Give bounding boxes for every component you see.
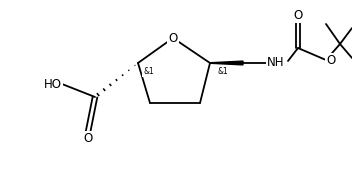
Text: NH: NH: [267, 57, 284, 69]
Text: &1: &1: [143, 67, 154, 76]
Text: O: O: [326, 54, 335, 66]
Text: HO: HO: [44, 78, 62, 90]
Text: &1: &1: [217, 67, 228, 76]
Text: O: O: [293, 9, 303, 22]
Text: O: O: [83, 132, 93, 145]
Polygon shape: [210, 61, 243, 65]
Text: O: O: [168, 32, 178, 44]
